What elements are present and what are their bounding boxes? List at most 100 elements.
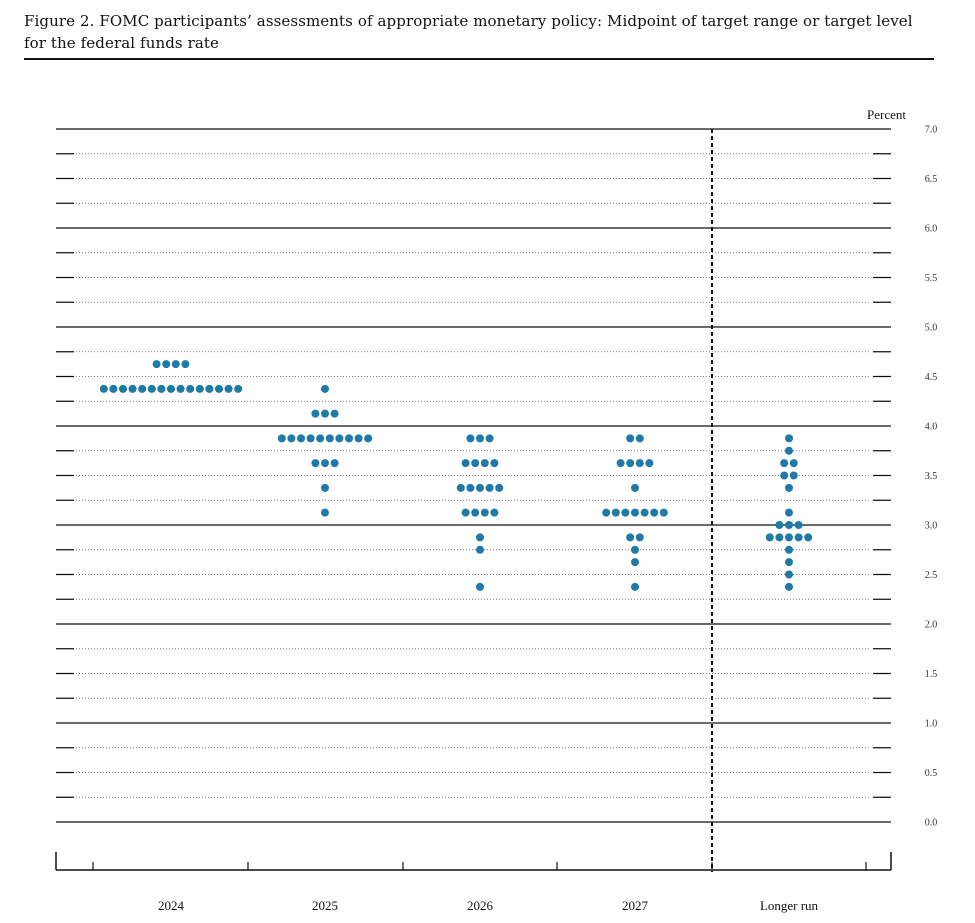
participant-dot — [616, 459, 625, 468]
participant-dot — [109, 384, 118, 393]
y-tick-label: 6.5 — [925, 174, 938, 185]
participant-dot — [631, 545, 639, 554]
participant-dot — [785, 446, 793, 455]
participant-dot — [186, 384, 195, 393]
participant-dot — [640, 508, 649, 517]
y-tick-label: 1.0 — [925, 719, 938, 730]
participant-dot — [785, 533, 793, 542]
participant-dot — [461, 508, 470, 517]
participant-dot — [162, 360, 171, 369]
y-tick-label: 5.5 — [925, 273, 938, 284]
participant-dot — [466, 434, 475, 443]
participant-dot — [287, 434, 296, 443]
participant-dot — [205, 384, 214, 393]
participant-dot — [330, 459, 339, 468]
participant-dot — [785, 483, 793, 492]
participant-dot — [321, 483, 329, 492]
participant-dot — [99, 384, 108, 393]
participant-dot — [659, 508, 668, 517]
y-tick-label: 0.5 — [925, 768, 938, 779]
participant-dot — [476, 582, 484, 591]
x-category-label: 2027 — [622, 898, 649, 913]
participant-dot — [775, 521, 784, 529]
participant-dot — [471, 508, 480, 517]
participant-dot — [325, 434, 334, 443]
unit-label: Percent — [867, 107, 906, 122]
participant-dot — [780, 471, 789, 480]
participant-dot — [167, 384, 175, 393]
participant-dot — [631, 582, 639, 591]
participant-dot — [650, 508, 659, 517]
participant-dot — [466, 483, 475, 492]
title-rule — [24, 58, 934, 60]
participant-dot — [490, 459, 499, 468]
participant-dot — [354, 434, 363, 443]
participant-dot — [495, 483, 504, 492]
participant-dot — [794, 521, 803, 529]
participant-dot — [631, 508, 639, 517]
y-tick-label: 2.0 — [925, 620, 938, 631]
participant-dot — [785, 508, 793, 517]
participant-dot — [224, 384, 233, 393]
y-tick-label: 0.0 — [925, 818, 938, 829]
participant-dot — [176, 384, 185, 393]
participant-dot — [321, 384, 329, 393]
participant-dot — [321, 459, 329, 468]
participant-dot — [785, 558, 793, 567]
participant-dot — [364, 434, 373, 443]
participant-dot — [476, 533, 484, 542]
participant-dot — [785, 582, 793, 591]
participant-dot — [631, 483, 639, 492]
participant-dot — [775, 533, 784, 542]
participant-dot — [476, 545, 484, 554]
participant-dot — [765, 533, 774, 542]
participant-dot — [345, 434, 353, 443]
x-category-label: 2026 — [467, 898, 494, 913]
participant-dot — [602, 508, 611, 517]
dots-layer — [99, 360, 813, 591]
grid-layer — [56, 128, 891, 872]
participant-dot — [316, 434, 325, 443]
participant-dot — [181, 360, 190, 369]
participant-dot — [456, 483, 465, 492]
axis-layer: Percent 0.0 0.5 1.0 1.5 2.0 2.5 3.0 3.5 4.0 4.5 5.… — [55, 107, 938, 913]
participant-dot — [234, 384, 243, 393]
participant-dot — [471, 459, 480, 468]
x-category-label: 2024 — [158, 898, 185, 913]
y-tick-label: 1.5 — [925, 669, 938, 680]
participant-dot — [780, 459, 789, 468]
participant-dot — [321, 409, 329, 418]
x-category-label: Longer run — [760, 898, 819, 913]
participant-dot — [195, 384, 204, 393]
participant-dot — [297, 434, 305, 443]
participant-dot — [804, 533, 813, 542]
participant-dot — [631, 558, 639, 567]
participant-dot — [490, 508, 499, 517]
participant-dot — [785, 545, 793, 554]
participant-dot — [476, 483, 484, 492]
participant-dot — [611, 508, 620, 517]
y-tick-label: 2.5 — [925, 570, 938, 581]
participant-dot — [461, 459, 470, 468]
y-tick-label: 5.0 — [925, 323, 938, 334]
participant-dot — [485, 483, 494, 492]
y-tick-label: 3.0 — [925, 521, 938, 532]
participant-dot — [485, 434, 494, 443]
participant-dot — [621, 508, 630, 517]
participant-dot — [789, 471, 798, 480]
participant-dot — [311, 409, 320, 418]
participant-dot — [335, 434, 344, 443]
participant-dot — [277, 434, 286, 443]
participant-dot — [157, 384, 166, 393]
participant-dot — [147, 384, 156, 393]
participant-dot — [635, 434, 644, 443]
participant-dot — [306, 434, 315, 443]
participant-dot — [645, 459, 654, 468]
participant-dot — [138, 384, 147, 393]
participant-dot — [119, 384, 127, 393]
participant-dot — [330, 409, 339, 418]
participant-dot — [626, 533, 635, 542]
participant-dot — [171, 360, 180, 369]
y-tick-label: 4.5 — [925, 372, 938, 383]
